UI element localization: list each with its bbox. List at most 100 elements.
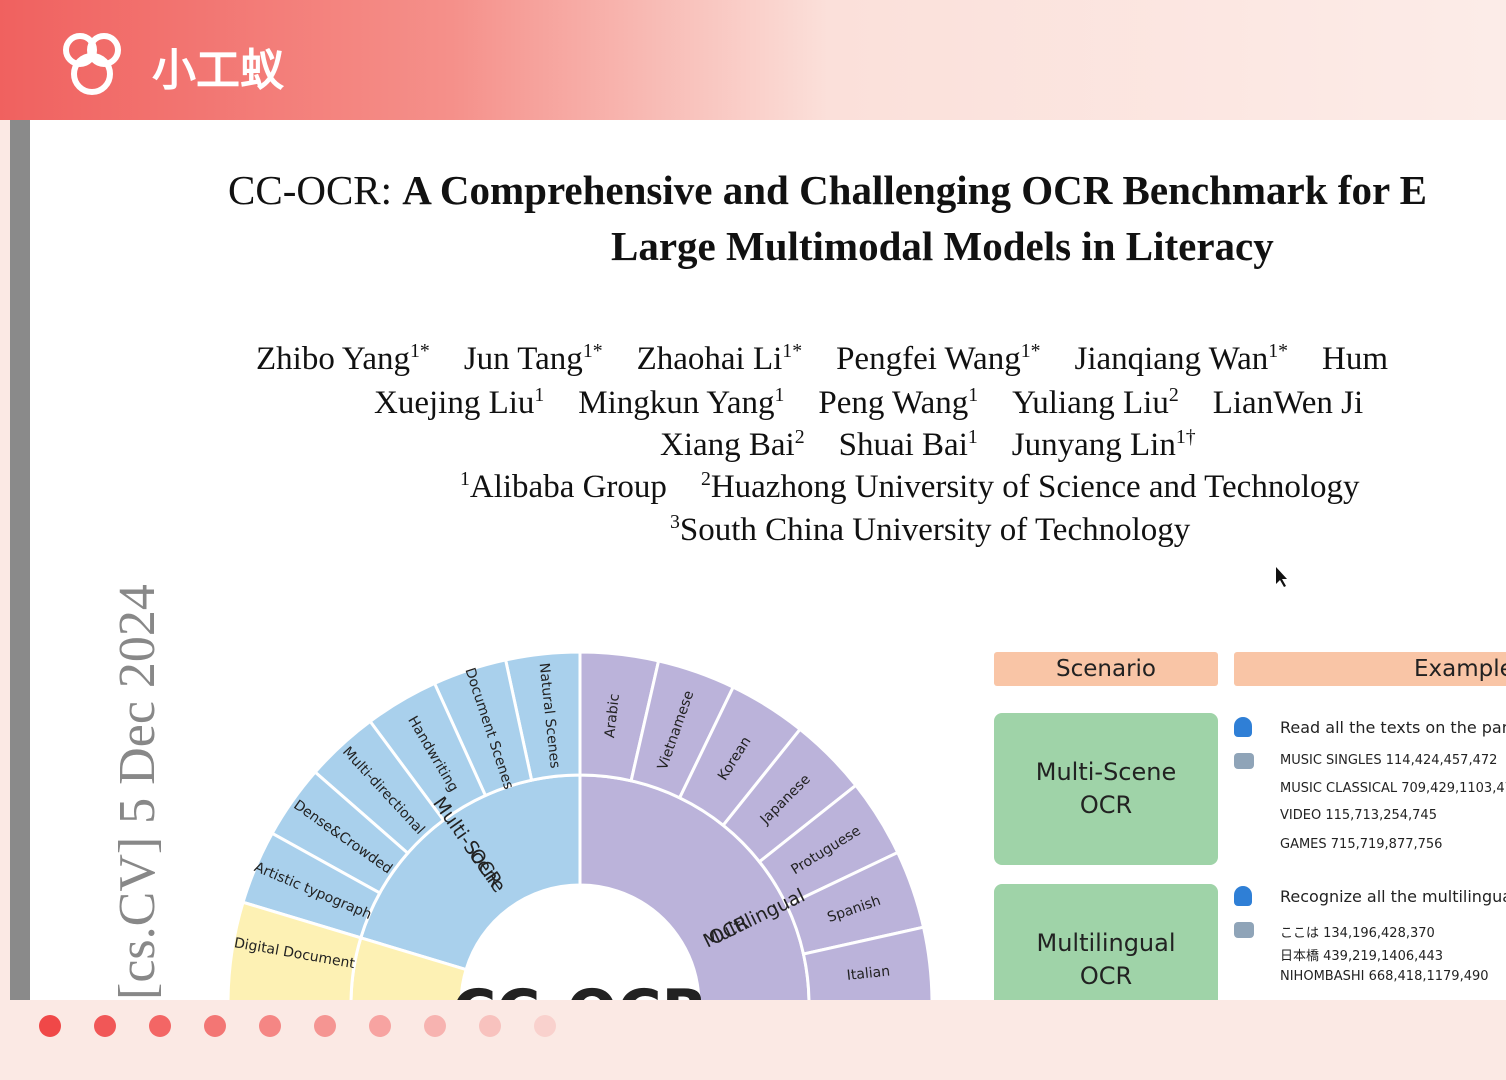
affiliation: 1Alibaba Group bbox=[460, 468, 667, 505]
scenario-line: OCR bbox=[1079, 791, 1133, 819]
title-text: A Comprehensive and Challenging OCR Benc… bbox=[402, 167, 1428, 213]
author: Junyang Lin1† bbox=[1011, 426, 1196, 463]
author-sup: 1* bbox=[582, 340, 603, 362]
mouse-cursor bbox=[1276, 567, 1287, 587]
affiliation-sup: 3 bbox=[670, 511, 680, 533]
progress-dot bbox=[479, 1015, 501, 1037]
answer-line: GAMES 715,719,877,756 bbox=[1280, 837, 1443, 852]
title-prefix: CC-OCR: bbox=[228, 167, 393, 213]
progress-dots bbox=[0, 1000, 1506, 1080]
author-line: Xuejing Liu1 Mingkun Yang1 Peng Wang1 Yulia… bbox=[374, 384, 1397, 422]
author-name: Zhaohai Li bbox=[636, 341, 783, 377]
author: Yuliang Liu2 bbox=[1012, 384, 1179, 421]
center-label: CC-OCR bbox=[452, 977, 708, 1000]
author: Shuai Bai1 bbox=[838, 426, 978, 463]
author-name: Jianqiang Wan bbox=[1074, 341, 1269, 377]
author: Xuejing Liu1 bbox=[374, 384, 545, 421]
author-sup: 1* bbox=[1268, 340, 1289, 362]
user-icon bbox=[1234, 886, 1252, 906]
author-name: Pengfei Wang bbox=[836, 341, 1021, 377]
author-sup: 2 bbox=[794, 426, 805, 448]
affiliation-sup: 1 bbox=[460, 468, 470, 490]
side-bar bbox=[10, 120, 30, 1000]
progress-dot bbox=[424, 1015, 446, 1037]
progress-dot bbox=[369, 1015, 391, 1037]
author-name: Hum bbox=[1322, 341, 1389, 377]
author-sup: 1* bbox=[1020, 340, 1041, 362]
bot-icon bbox=[1234, 922, 1254, 938]
scenario-cell: Multilingual OCR bbox=[994, 884, 1218, 1000]
author-name: Junyang Lin bbox=[1011, 427, 1176, 463]
author-name: Zhibo Yang bbox=[256, 341, 411, 377]
author-name: Mingkun Yang bbox=[578, 385, 775, 421]
author-sup: 2 bbox=[1168, 384, 1179, 406]
affiliation-name: South China University of Technology bbox=[679, 512, 1191, 548]
scenario-line: OCR bbox=[1079, 962, 1133, 990]
answer-line: 日本橋 439,219,1406,443 bbox=[1280, 949, 1444, 964]
affiliation-sup: 2 bbox=[700, 468, 711, 490]
answer-line: ここは 134,196,428,370 bbox=[1280, 926, 1435, 941]
author-name: Shuai Bai bbox=[838, 427, 968, 463]
answer-line: VIDEO 115,713,254,745 bbox=[1280, 808, 1437, 823]
author-sup: 1 bbox=[534, 384, 545, 406]
author: Xiang Bai2 bbox=[660, 426, 805, 463]
author: Mingkun Yang1 bbox=[578, 384, 785, 421]
author-sup: 1† bbox=[1175, 426, 1196, 448]
user-icon bbox=[1234, 717, 1252, 737]
author-name: Yuliang Liu bbox=[1012, 385, 1169, 421]
prompt: Read all the texts on the pane bbox=[1280, 718, 1506, 737]
app-header bbox=[0, 0, 1506, 120]
table-header: Scenario bbox=[994, 652, 1218, 686]
progress-dot bbox=[94, 1015, 116, 1037]
author-name: Xuejing Liu bbox=[374, 385, 535, 421]
progress-dot bbox=[149, 1015, 171, 1037]
answer-line: NIHOMBASHI 668,418,1179,490 bbox=[1280, 969, 1489, 984]
affiliation-name: Huazhong University of Science and Techn… bbox=[710, 469, 1360, 505]
scenario-line: Multi-Scene bbox=[1035, 758, 1177, 786]
author: Zhaohai Li1* bbox=[636, 340, 803, 377]
affiliation-line: 1Alibaba Group 2Huazhong University of Sc… bbox=[460, 468, 1393, 506]
author-name: Xiang Bai bbox=[660, 427, 795, 463]
author-sup: 1* bbox=[410, 340, 430, 362]
outer-segment bbox=[801, 925, 934, 1000]
prompt: Recognize all the multilingual bbox=[1280, 887, 1506, 906]
table-header: Example bbox=[1234, 652, 1506, 686]
author-name: Peng Wang bbox=[818, 385, 969, 421]
answer-line: MUSIC CLASSICAL 709,429,1103,479 bbox=[1280, 781, 1506, 796]
author-sup: 1 bbox=[968, 384, 979, 406]
author: Hum bbox=[1322, 341, 1388, 377]
author: Jun Tang1* bbox=[463, 340, 603, 377]
author: Pengfei Wang1* bbox=[836, 340, 1041, 377]
affiliation: 3South China University of Technology bbox=[670, 511, 1191, 548]
scenario-cell: Multi-Scene OCR bbox=[994, 713, 1218, 865]
progress-dot bbox=[39, 1015, 61, 1037]
progress-dot bbox=[534, 1015, 556, 1037]
author: LianWen Ji bbox=[1213, 385, 1363, 421]
center-hole bbox=[463, 887, 697, 1000]
title-line: Large Multimodal Models in Literacy bbox=[611, 223, 1274, 269]
author-line: Xiang Bai2 Shuai Bai1 Junyang Lin1† bbox=[660, 426, 1230, 464]
author-sup: 1 bbox=[774, 384, 785, 406]
author: Zhibo Yang1* bbox=[256, 340, 430, 377]
author: Jianqiang Wan1* bbox=[1074, 340, 1289, 377]
author-sup: 1 bbox=[967, 426, 978, 448]
outer-segment bbox=[226, 900, 363, 1000]
title-line: CC-OCR: A Comprehensive and Challenging … bbox=[228, 166, 1427, 214]
progress-dot bbox=[204, 1015, 226, 1037]
scenario-line: Multilingual bbox=[1036, 929, 1176, 957]
brand: 小工蚁 bbox=[152, 45, 284, 96]
author-name: Jun Tang bbox=[463, 341, 583, 377]
segment-label: Italian bbox=[846, 963, 891, 983]
author-sup: 1* bbox=[782, 340, 803, 362]
affiliation: 2Huazhong University of Science and Tech… bbox=[700, 468, 1360, 505]
author: Peng Wang1 bbox=[818, 384, 979, 421]
segment-label: Arabic bbox=[602, 693, 623, 739]
bot-icon bbox=[1234, 753, 1254, 769]
author-line: Zhibo Yang1* Jun Tang1* Zhaohai Li1* Pengfe… bbox=[256, 340, 1422, 378]
app-logo bbox=[63, 33, 121, 95]
progress-dot bbox=[259, 1015, 281, 1037]
progress-dot bbox=[314, 1015, 336, 1037]
answer-line: MUSIC SINGLES 114,424,457,472 bbox=[1280, 753, 1498, 768]
